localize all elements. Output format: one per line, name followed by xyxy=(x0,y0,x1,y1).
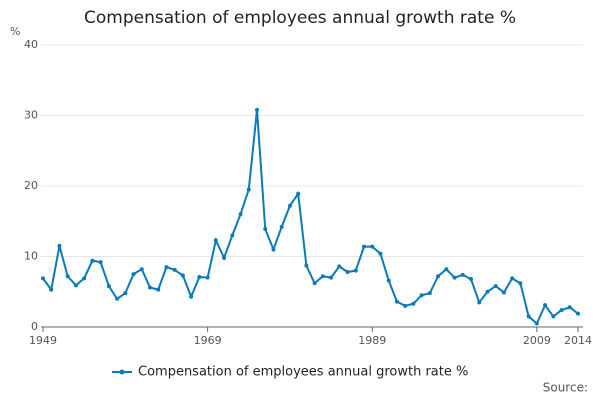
y-tick-label: 30 xyxy=(24,109,38,122)
data-point xyxy=(370,244,375,249)
data-point xyxy=(213,238,218,243)
data-point xyxy=(403,303,408,308)
chart-title: Compensation of employees annual growth … xyxy=(84,8,516,28)
data-point xyxy=(518,281,523,286)
data-point xyxy=(567,305,572,310)
y-tick-label: 40 xyxy=(24,38,38,51)
data-point xyxy=(279,224,284,229)
x-tick-label: 1949 xyxy=(29,334,57,347)
data-point xyxy=(526,314,531,319)
data-point xyxy=(534,321,539,326)
data-point xyxy=(543,303,548,308)
data-point xyxy=(320,274,325,279)
data-point xyxy=(337,264,342,269)
data-point xyxy=(90,258,95,263)
x-tick-label: 2014 xyxy=(564,334,592,347)
data-point xyxy=(444,267,449,272)
y-tick-label: 0 xyxy=(31,320,38,333)
data-point xyxy=(287,203,292,208)
data-point xyxy=(460,272,465,277)
data-point xyxy=(164,265,169,270)
data-point xyxy=(49,287,54,292)
data-point xyxy=(73,283,78,288)
data-point xyxy=(123,291,128,296)
data-point xyxy=(304,263,309,268)
data-point xyxy=(477,300,482,305)
data-point xyxy=(222,255,227,260)
data-point xyxy=(493,284,498,289)
data-point xyxy=(551,314,556,319)
data-point xyxy=(106,284,111,289)
data-point xyxy=(386,278,391,283)
data-point xyxy=(131,272,136,277)
data-point xyxy=(510,276,515,281)
data-line xyxy=(42,109,579,326)
data-point xyxy=(427,291,432,296)
data-point xyxy=(148,285,152,290)
data-point xyxy=(312,281,317,286)
data-point xyxy=(57,243,62,248)
y-tick-label: 20 xyxy=(24,179,38,192)
data-point xyxy=(197,274,202,279)
source: Source: xyxy=(543,381,588,395)
data-point xyxy=(238,212,243,217)
data-point xyxy=(296,191,301,196)
data-point xyxy=(156,287,161,292)
data-point xyxy=(41,276,45,281)
data-point xyxy=(230,233,235,238)
data-point xyxy=(82,276,87,281)
data-point xyxy=(246,187,251,192)
data-point xyxy=(419,293,424,298)
data-point xyxy=(353,268,358,273)
data-point xyxy=(115,296,120,301)
data-point xyxy=(263,227,268,232)
data-point xyxy=(411,301,416,306)
data-point xyxy=(394,299,399,304)
data-point xyxy=(501,290,506,295)
data-point xyxy=(205,275,210,280)
data-point xyxy=(362,244,366,249)
data-point xyxy=(345,270,350,275)
x-tick-label: 1969 xyxy=(194,334,222,347)
data-point xyxy=(255,107,259,112)
data-point xyxy=(576,311,580,316)
legend-marker xyxy=(119,369,125,375)
data-point xyxy=(469,277,473,282)
x-tick-label: 1989 xyxy=(358,334,386,347)
legend-label: Compensation of employees annual growth … xyxy=(138,365,468,380)
data-point xyxy=(65,274,70,279)
y-tick-label: 10 xyxy=(24,250,38,263)
data-point xyxy=(378,251,383,256)
data-point xyxy=(452,275,457,280)
data-point xyxy=(139,267,144,272)
data-point xyxy=(329,275,334,280)
data-point xyxy=(559,308,564,313)
data-point xyxy=(436,274,441,279)
x-tick-label: 2009 xyxy=(523,334,551,347)
data-point xyxy=(189,294,194,299)
data-point xyxy=(485,289,490,294)
data-point xyxy=(172,267,177,272)
y-axis-unit: % xyxy=(10,25,20,38)
data-point xyxy=(180,273,185,278)
data-point xyxy=(98,260,103,265)
data-point xyxy=(271,247,276,252)
